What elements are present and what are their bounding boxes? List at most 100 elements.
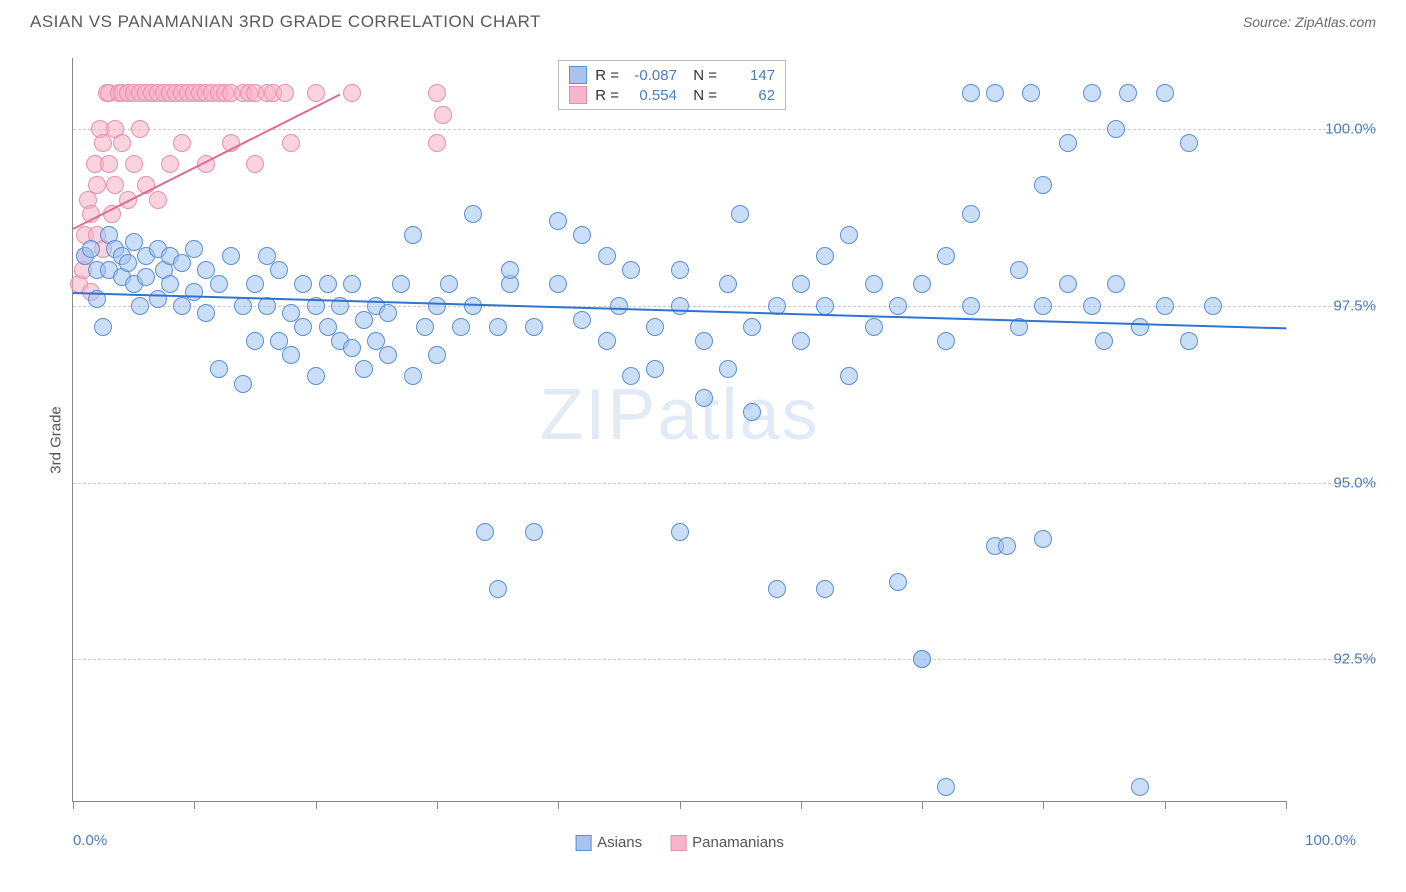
- scatter-point: [416, 318, 434, 336]
- scatter-point: [379, 304, 397, 322]
- scatter-point: [998, 537, 1016, 555]
- scatter-point: [197, 304, 215, 322]
- scatter-point: [1180, 332, 1198, 350]
- scatter-point: [525, 318, 543, 336]
- scatter-point: [343, 339, 361, 357]
- scatter-point: [307, 367, 325, 385]
- scatter-point: [234, 375, 252, 393]
- scatter-point: [937, 247, 955, 265]
- scatter-point: [1119, 84, 1137, 102]
- scatter-point: [137, 268, 155, 286]
- scatter-point: [307, 84, 325, 102]
- y-tick-label: 100.0%: [1296, 120, 1376, 137]
- scatter-point: [440, 275, 458, 293]
- scatter-point: [428, 134, 446, 152]
- scatter-point: [792, 275, 810, 293]
- scatter-point: [913, 650, 931, 668]
- scatter-point: [1131, 318, 1149, 336]
- legend-swatch: [670, 835, 686, 851]
- scatter-point: [294, 318, 312, 336]
- scatter-point: [113, 134, 131, 152]
- gridline: [73, 659, 1376, 660]
- legend-r-label: R =: [595, 67, 619, 84]
- scatter-point: [210, 275, 228, 293]
- scatter-point: [937, 778, 955, 796]
- scatter-point: [428, 346, 446, 364]
- y-axis-label: 3rd Grade: [47, 406, 64, 474]
- scatter-point: [1059, 275, 1077, 293]
- scatter-point: [319, 275, 337, 293]
- chart-container: 3rd Grade ZIPatlas R = -0.087 N = 147R =…: [50, 48, 1386, 832]
- scatter-point: [282, 346, 300, 364]
- legend-swatch: [569, 86, 587, 104]
- legend-row: R = -0.087 N = 147: [569, 65, 775, 85]
- legend-r-value: 0.554: [627, 87, 677, 104]
- scatter-point: [743, 403, 761, 421]
- plot-area: ZIPatlas R = -0.087 N = 147R = 0.554 N =…: [72, 58, 1286, 802]
- series-legend: Asians Panamanians: [575, 834, 784, 851]
- legend-swatch: [569, 66, 587, 84]
- scatter-point: [246, 332, 264, 350]
- scatter-point: [865, 318, 883, 336]
- legend-n-value: 147: [725, 67, 775, 84]
- scatter-point: [185, 283, 203, 301]
- x-tick: [922, 801, 923, 809]
- x-tick: [558, 801, 559, 809]
- scatter-point: [549, 212, 567, 230]
- scatter-point: [185, 240, 203, 258]
- scatter-point: [840, 226, 858, 244]
- scatter-point: [889, 573, 907, 591]
- scatter-point: [1156, 297, 1174, 315]
- scatter-point: [816, 297, 834, 315]
- legend-label: Asians: [597, 834, 642, 851]
- scatter-point: [768, 580, 786, 598]
- scatter-point: [489, 318, 507, 336]
- chart-title: ASIAN VS PANAMANIAN 3RD GRADE CORRELATIO…: [30, 12, 541, 32]
- scatter-point: [1107, 275, 1125, 293]
- legend-item: Panamanians: [670, 834, 784, 851]
- scatter-point: [646, 360, 664, 378]
- x-tick: [1165, 801, 1166, 809]
- scatter-point: [598, 247, 616, 265]
- scatter-point: [125, 155, 143, 173]
- scatter-point: [1095, 332, 1113, 350]
- scatter-point: [464, 205, 482, 223]
- scatter-point: [695, 332, 713, 350]
- scatter-point: [234, 297, 252, 315]
- x-axis-max-label: 100.0%: [1305, 832, 1356, 849]
- y-tick-label: 92.5%: [1296, 651, 1376, 668]
- scatter-point: [282, 134, 300, 152]
- scatter-point: [173, 254, 191, 272]
- scatter-point: [294, 275, 312, 293]
- scatter-point: [549, 275, 567, 293]
- scatter-point: [404, 367, 422, 385]
- scatter-point: [865, 275, 883, 293]
- legend-row: R = 0.554 N = 62: [569, 85, 775, 105]
- scatter-point: [1083, 297, 1101, 315]
- x-tick: [437, 801, 438, 809]
- scatter-point: [719, 275, 737, 293]
- x-axis-min-label: 0.0%: [73, 832, 107, 849]
- scatter-point: [476, 523, 494, 541]
- scatter-point: [840, 367, 858, 385]
- scatter-point: [525, 523, 543, 541]
- scatter-point: [962, 205, 980, 223]
- scatter-point: [131, 297, 149, 315]
- scatter-point: [671, 523, 689, 541]
- scatter-point: [355, 311, 373, 329]
- scatter-point: [671, 297, 689, 315]
- scatter-point: [1107, 120, 1125, 138]
- y-tick-label: 95.0%: [1296, 474, 1376, 491]
- scatter-point: [100, 155, 118, 173]
- scatter-point: [1180, 134, 1198, 152]
- scatter-point: [1131, 778, 1149, 796]
- legend-item: Asians: [575, 834, 642, 851]
- scatter-point: [1034, 176, 1052, 194]
- scatter-point: [88, 176, 106, 194]
- scatter-point: [671, 261, 689, 279]
- scatter-point: [94, 318, 112, 336]
- gridline: [73, 483, 1376, 484]
- scatter-point: [913, 275, 931, 293]
- x-tick: [680, 801, 681, 809]
- scatter-point: [937, 332, 955, 350]
